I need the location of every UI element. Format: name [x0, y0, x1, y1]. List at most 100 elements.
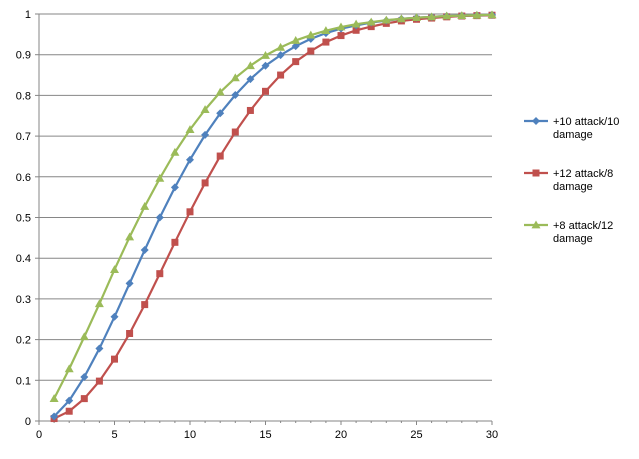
data-point [141, 301, 149, 309]
data-point [457, 11, 467, 20]
data-point [95, 377, 103, 385]
data-point [79, 332, 89, 341]
data-point [396, 14, 406, 23]
data-point [532, 117, 540, 125]
data-point [366, 17, 376, 26]
data-point [170, 183, 179, 192]
series-line [53, 13, 493, 400]
x-tick-label: 25 [410, 429, 422, 441]
data-point [95, 344, 104, 353]
data-point [155, 213, 164, 222]
x-tick-label: 30 [486, 429, 498, 441]
x-tick-label: 5 [111, 429, 117, 441]
data-point [110, 265, 119, 273]
x-tick-label: 20 [335, 429, 347, 441]
y-tick-label: 0.3 [16, 294, 31, 306]
data-point [125, 279, 134, 288]
y-tick-label: 0.4 [16, 253, 31, 265]
data-point [65, 407, 73, 415]
data-point [307, 47, 315, 55]
data-point [231, 90, 240, 99]
x-tick-label: 15 [259, 429, 271, 441]
y-tick-label: 1 [25, 9, 31, 21]
data-point [111, 355, 118, 363]
data-point [216, 109, 225, 118]
series-group [49, 10, 497, 423]
data-point [487, 10, 497, 19]
legend-label: damage [553, 129, 593, 141]
data-point [155, 173, 165, 182]
legend-label: damage [553, 233, 593, 245]
data-point [291, 35, 301, 44]
data-point [80, 373, 89, 382]
y-tick-label: 0.2 [16, 335, 31, 347]
data-point [412, 13, 421, 22]
data-point [215, 87, 225, 96]
data-point [94, 299, 104, 308]
data-point [472, 10, 482, 19]
data-point [306, 30, 316, 39]
data-point [110, 312, 119, 321]
data-point [49, 394, 59, 402]
data-point [126, 329, 134, 337]
data-point [216, 152, 224, 160]
axes [35, 13, 493, 425]
x-tick-label: 10 [184, 429, 196, 441]
data-point [186, 155, 194, 164]
data-point [185, 125, 195, 133]
data-point [277, 71, 285, 79]
data-point [427, 12, 437, 21]
y-tick-label: 0.9 [16, 50, 31, 62]
data-point [64, 364, 74, 373]
data-point [201, 179, 209, 187]
data-point [261, 61, 270, 70]
data-point [50, 412, 59, 421]
y-tick-label: 0 [25, 416, 31, 428]
data-point [531, 220, 541, 229]
data-point [186, 208, 194, 216]
y-tick-label: 0.7 [16, 131, 31, 143]
legend-label: +10 attack/10 [553, 116, 619, 128]
data-point [262, 87, 269, 95]
data-point [351, 19, 361, 28]
data-point [171, 238, 179, 246]
data-point [321, 26, 331, 35]
data-point [261, 51, 270, 59]
data-point [442, 11, 452, 20]
data-point [246, 106, 254, 114]
data-point [246, 75, 255, 84]
series-3 [49, 10, 497, 402]
data-point [367, 23, 375, 31]
data-point [245, 61, 255, 70]
y-tick-label: 0.6 [16, 172, 31, 184]
data-point [231, 128, 239, 136]
data-point [276, 42, 286, 51]
tick-labels: 00.10.20.30.40.50.60.70.80.910 5 10 15 20 25 3… [16, 9, 498, 441]
data-point [201, 130, 210, 139]
data-point [322, 38, 330, 46]
data-point [352, 26, 360, 34]
data-point [125, 232, 135, 241]
data-point [170, 147, 180, 156]
data-point [140, 202, 150, 210]
legend-label: +12 attack/8 [553, 168, 613, 180]
data-point [65, 396, 74, 405]
data-point [291, 42, 300, 51]
y-tick-label: 0.8 [16, 90, 31, 102]
data-point [336, 22, 346, 31]
data-point [276, 51, 285, 60]
legend-label: damage [553, 181, 593, 193]
legend-label: +8 attack/12 [553, 220, 613, 232]
data-point [80, 395, 88, 403]
data-point [292, 58, 300, 66]
data-point [140, 246, 149, 255]
x-tick-label: 0 [36, 429, 42, 441]
y-tick-label: 0.1 [16, 375, 31, 387]
data-point [532, 169, 540, 177]
